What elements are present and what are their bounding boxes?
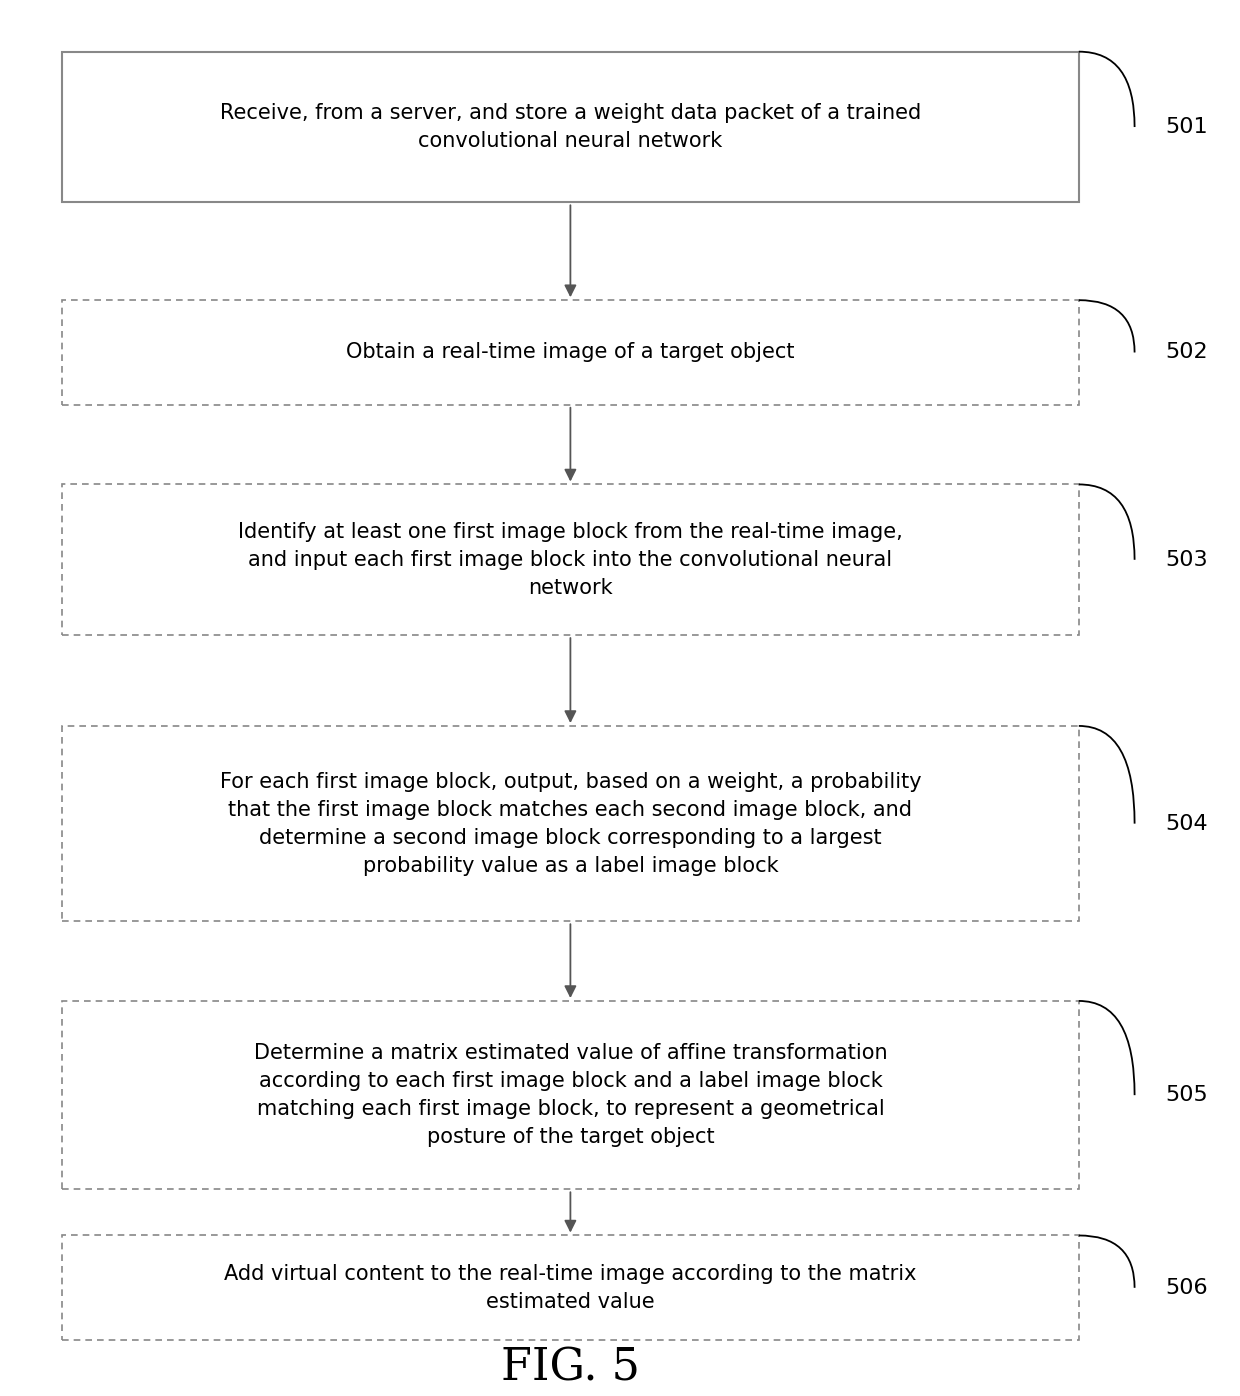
FancyBboxPatch shape [62, 1235, 1079, 1340]
Text: For each first image block, output, based on a weight, a probability
that the fi: For each first image block, output, base… [219, 772, 921, 875]
Text: 501: 501 [1166, 117, 1208, 137]
Text: FIG. 5: FIG. 5 [501, 1346, 640, 1389]
Text: Add virtual content to the real-time image according to the matrix
estimated val: Add virtual content to the real-time ima… [224, 1263, 916, 1312]
Text: 504: 504 [1166, 814, 1208, 833]
Text: Identify at least one first image block from the real-time image,
and input each: Identify at least one first image block … [238, 522, 903, 597]
FancyBboxPatch shape [62, 52, 1079, 202]
Text: Receive, from a server, and store a weight data packet of a trained
convolutiona: Receive, from a server, and store a weig… [219, 103, 921, 151]
Text: Determine a matrix estimated value of affine transformation
according to each fi: Determine a matrix estimated value of af… [254, 1043, 887, 1148]
Text: Obtain a real-time image of a target object: Obtain a real-time image of a target obj… [346, 342, 795, 363]
FancyBboxPatch shape [62, 484, 1079, 635]
FancyBboxPatch shape [62, 300, 1079, 405]
Text: 503: 503 [1166, 550, 1208, 570]
Text: 505: 505 [1166, 1085, 1208, 1106]
FancyBboxPatch shape [62, 1001, 1079, 1189]
FancyBboxPatch shape [62, 726, 1079, 921]
Text: 506: 506 [1166, 1277, 1208, 1298]
Text: 502: 502 [1166, 342, 1208, 363]
